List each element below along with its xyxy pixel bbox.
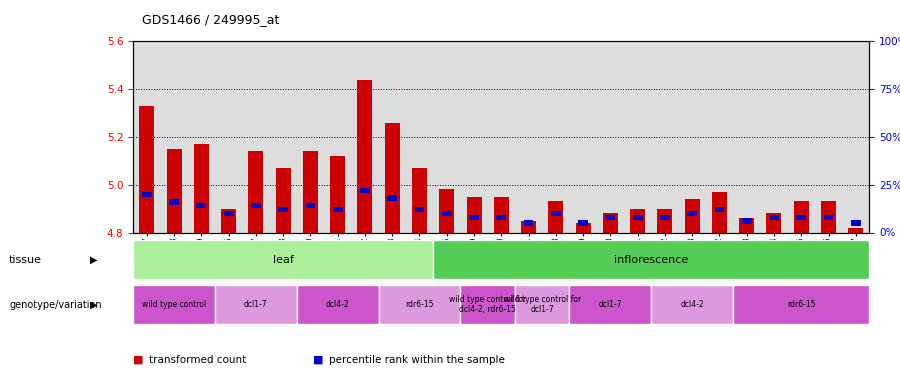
Text: tissue: tissue: [9, 255, 42, 265]
Bar: [439, 189, 454, 232]
Text: dcl1-7: dcl1-7: [244, 300, 267, 309]
Bar: [660, 214, 670, 220]
Text: inflorescence: inflorescence: [614, 255, 688, 265]
Bar: [221, 209, 236, 232]
Bar: [433, 240, 869, 279]
Text: percentile rank within the sample: percentile rank within the sample: [329, 355, 505, 365]
Text: GDS1466 / 249995_at: GDS1466 / 249995_at: [142, 13, 280, 26]
Bar: [133, 240, 433, 279]
Bar: [379, 285, 461, 324]
Text: leaf: leaf: [273, 255, 293, 265]
Bar: [767, 213, 781, 232]
Bar: [333, 207, 343, 212]
Bar: [166, 149, 182, 232]
Bar: [739, 218, 754, 232]
Bar: [275, 168, 291, 232]
Bar: [194, 144, 209, 232]
Bar: [142, 192, 152, 197]
Bar: [515, 285, 570, 324]
Bar: [576, 223, 590, 232]
Bar: [630, 209, 645, 232]
Bar: [715, 207, 724, 212]
Bar: [548, 201, 563, 232]
Bar: [196, 203, 206, 208]
Text: ■: ■: [133, 355, 144, 365]
Bar: [412, 168, 427, 232]
Bar: [685, 199, 699, 232]
Bar: [330, 156, 346, 232]
Text: wild type control: wild type control: [142, 300, 206, 309]
Bar: [603, 213, 618, 232]
Bar: [306, 203, 315, 208]
Bar: [551, 211, 561, 216]
Text: rdr6-15: rdr6-15: [787, 300, 815, 309]
Bar: [357, 80, 373, 232]
Bar: [248, 151, 264, 232]
Bar: [652, 285, 734, 324]
Bar: [215, 285, 297, 324]
Bar: [384, 123, 400, 232]
Bar: [387, 195, 397, 201]
Bar: [494, 196, 508, 232]
Bar: [688, 211, 697, 216]
Bar: [770, 214, 778, 220]
Text: ■: ■: [313, 355, 324, 365]
Bar: [303, 151, 318, 232]
Bar: [794, 201, 809, 232]
Text: dcl4-2: dcl4-2: [680, 300, 704, 309]
Text: ▶: ▶: [90, 300, 97, 310]
Text: ▶: ▶: [90, 255, 97, 265]
Text: dcl1-7: dcl1-7: [598, 300, 622, 309]
Text: wild type control for
dcl4-2, rdr6-15: wild type control for dcl4-2, rdr6-15: [449, 295, 526, 314]
Bar: [633, 214, 643, 220]
Bar: [796, 214, 806, 220]
Bar: [657, 209, 672, 232]
Text: rdr6-15: rdr6-15: [405, 300, 434, 309]
Bar: [712, 192, 727, 232]
Bar: [850, 220, 860, 226]
Text: dcl4-2: dcl4-2: [326, 300, 349, 309]
Bar: [497, 214, 506, 220]
Bar: [461, 285, 515, 324]
Bar: [297, 285, 379, 324]
Bar: [570, 285, 652, 324]
Bar: [606, 214, 616, 220]
Bar: [360, 188, 370, 193]
Bar: [278, 207, 288, 212]
Bar: [849, 228, 863, 232]
Bar: [140, 106, 154, 232]
Bar: [524, 220, 534, 226]
Bar: [442, 211, 452, 216]
Text: transformed count: transformed count: [149, 355, 247, 365]
Bar: [821, 201, 836, 232]
Bar: [169, 199, 179, 204]
Bar: [466, 196, 482, 232]
Text: genotype/variation: genotype/variation: [9, 300, 102, 310]
Bar: [521, 220, 536, 232]
Text: wild type control for
dcl1-7: wild type control for dcl1-7: [504, 295, 580, 314]
Bar: [742, 218, 751, 223]
Bar: [133, 285, 215, 324]
Bar: [578, 220, 588, 226]
Bar: [734, 285, 869, 324]
Bar: [469, 214, 479, 220]
Bar: [251, 203, 261, 208]
Bar: [824, 214, 833, 220]
Bar: [415, 207, 425, 212]
Bar: [224, 211, 233, 216]
